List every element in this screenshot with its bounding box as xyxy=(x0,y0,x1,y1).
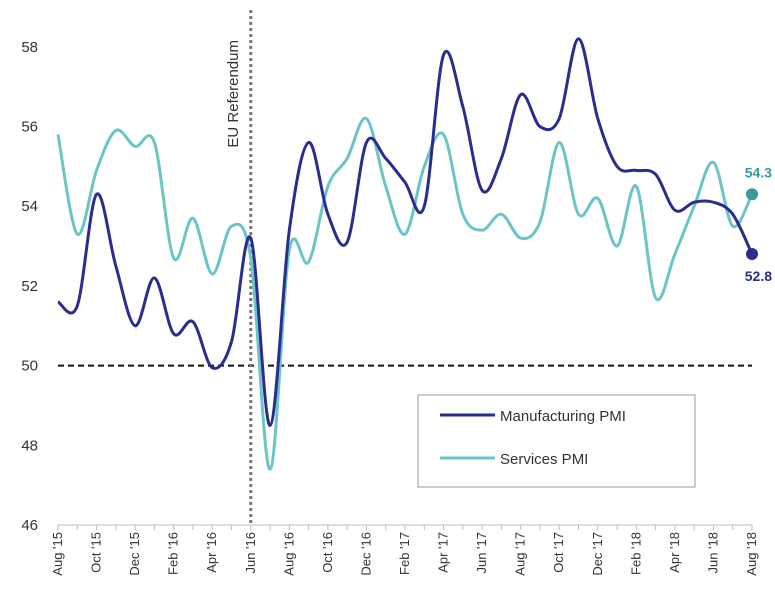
x-tick-label: Apr '18 xyxy=(667,532,682,573)
x-tick-label: Feb '16 xyxy=(166,532,181,575)
x-tick-label: Oct '17 xyxy=(551,532,566,573)
x-tick-label: Oct '15 xyxy=(89,532,104,573)
x-tick-label: Dec '16 xyxy=(358,532,373,576)
x-tick-label: Dec '15 xyxy=(127,532,142,576)
x-tick-label: Apr '17 xyxy=(436,532,451,573)
x-tick-label: Feb '18 xyxy=(628,532,643,575)
x-tick-label: Aug '16 xyxy=(281,532,296,576)
event-label: EU Referendum xyxy=(225,40,242,148)
series-line xyxy=(56,116,754,471)
y-tick-label: 46 xyxy=(21,517,38,534)
y-tick-label: 52 xyxy=(21,278,38,295)
x-tick-label: Oct '16 xyxy=(320,532,335,573)
series-line xyxy=(57,37,754,427)
legend-label: Services PMI xyxy=(500,451,588,468)
x-tick-label: Aug '17 xyxy=(513,532,528,576)
y-tick-label: 56 xyxy=(21,119,38,136)
end-label: 54.3 xyxy=(745,164,772,180)
y-tick-label: 50 xyxy=(21,358,38,375)
x-tick-label: Aug '15 xyxy=(50,532,65,576)
legend-box xyxy=(417,394,696,488)
end-label: 52.8 xyxy=(745,268,772,284)
x-tick-label: Dec '17 xyxy=(590,532,605,576)
legend-label: Manufacturing PMI xyxy=(500,408,626,425)
x-tick-label: Apr '16 xyxy=(204,532,219,573)
y-tick-label: 54 xyxy=(21,198,38,215)
end-marker xyxy=(746,188,758,201)
x-tick-label: Aug '18 xyxy=(744,532,759,576)
y-tick-label: 48 xyxy=(21,437,38,454)
x-tick-label: Jun '18 xyxy=(705,532,720,574)
x-tick-label: Jun '17 xyxy=(474,532,489,574)
y-tick-label: 58 xyxy=(21,39,38,56)
end-marker xyxy=(746,248,758,261)
x-tick-label: Jun '16 xyxy=(243,532,258,574)
x-tick-label: Feb '17 xyxy=(397,532,412,575)
